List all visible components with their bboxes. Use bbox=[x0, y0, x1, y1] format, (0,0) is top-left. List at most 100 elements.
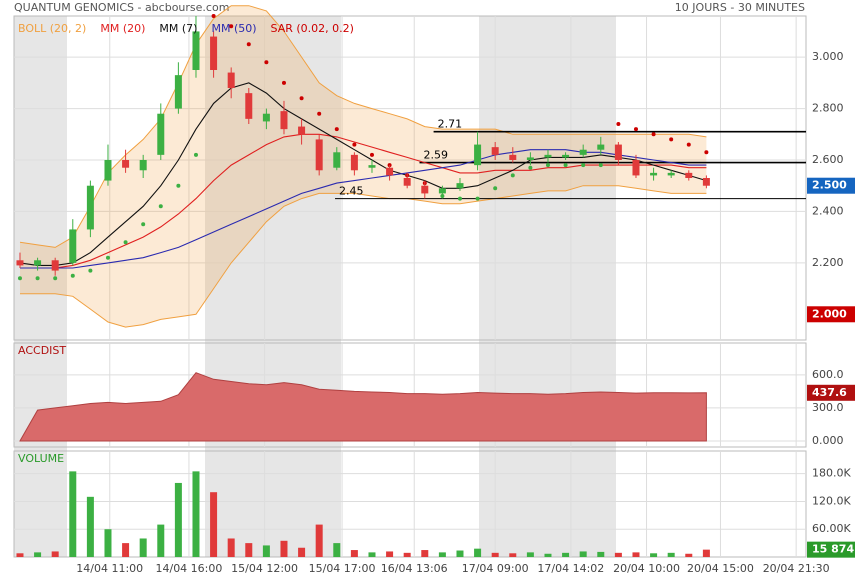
sar-dot bbox=[475, 196, 480, 201]
candle-body bbox=[350, 154, 358, 171]
sar-dot bbox=[105, 255, 110, 260]
candle-body bbox=[685, 172, 693, 178]
value-box bbox=[807, 306, 855, 323]
sar-dot bbox=[176, 183, 181, 188]
volume-bar bbox=[526, 552, 534, 557]
candle-body bbox=[526, 157, 534, 160]
volume-bar bbox=[650, 553, 658, 557]
candle-body bbox=[122, 160, 130, 168]
sar-dot bbox=[53, 276, 58, 281]
volume-bar bbox=[614, 552, 622, 557]
panel-title: VOLUME bbox=[18, 452, 64, 465]
candle-body bbox=[262, 113, 270, 122]
bollinger-fill bbox=[20, 5, 707, 328]
candle-body bbox=[562, 154, 570, 158]
volume-bar bbox=[69, 471, 77, 557]
x-tick-label: 20/04 10:00 bbox=[613, 562, 680, 575]
sar-dot bbox=[651, 132, 656, 137]
x-tick-label: 20/04 15:00 bbox=[687, 562, 754, 575]
x-tick-label: 14/04 11:00 bbox=[76, 562, 143, 575]
candle-body bbox=[421, 185, 429, 194]
candle-body bbox=[368, 165, 376, 168]
volume-bar bbox=[632, 552, 640, 557]
volume-bar bbox=[685, 553, 693, 557]
bollinger-line bbox=[19, 5, 707, 248]
volume-bar bbox=[192, 471, 200, 557]
candle-body bbox=[51, 260, 59, 271]
candle-body bbox=[174, 75, 182, 109]
y-tick-label: 300.0 bbox=[812, 401, 844, 414]
candle-body bbox=[544, 154, 552, 158]
sar-dot bbox=[317, 111, 322, 116]
candle-body bbox=[298, 126, 306, 135]
volume-bar bbox=[280, 540, 288, 557]
sar-dot bbox=[264, 60, 269, 65]
volume-bar bbox=[579, 551, 587, 557]
candle-body bbox=[157, 113, 165, 155]
volume-bar bbox=[456, 550, 464, 557]
sar-dot bbox=[457, 196, 462, 201]
y-tick-label: 180.0K bbox=[812, 467, 851, 480]
candle-body bbox=[69, 229, 77, 263]
moving-average bbox=[20, 133, 707, 269]
volume-bar bbox=[210, 492, 218, 557]
candle-body bbox=[16, 260, 24, 266]
volume-bar bbox=[597, 551, 605, 557]
chart-subtitle: 10 JOURS - 30 MINUTES bbox=[675, 1, 805, 14]
candle-body bbox=[315, 139, 323, 171]
candle-body bbox=[438, 188, 446, 194]
moving-average bbox=[20, 149, 707, 269]
candle-body bbox=[280, 111, 288, 130]
sar-dot bbox=[123, 240, 128, 245]
sar-dot bbox=[633, 127, 638, 132]
candle-body bbox=[245, 93, 253, 119]
volume-bar bbox=[544, 553, 552, 557]
value-box-label: 15 874 bbox=[812, 543, 854, 556]
volume-bar bbox=[421, 550, 429, 557]
x-tick-label: 15/04 12:00 bbox=[231, 562, 298, 575]
sar-dot bbox=[598, 163, 603, 168]
volume-bar bbox=[139, 538, 147, 557]
volume-bar bbox=[403, 552, 411, 557]
y-tick-label: 0.000 bbox=[812, 434, 844, 447]
candle-body bbox=[333, 152, 341, 168]
sar-dot bbox=[669, 137, 674, 142]
candle-body bbox=[192, 31, 200, 70]
volume-bar bbox=[86, 496, 94, 557]
volume-bar bbox=[333, 543, 341, 557]
chart-title: QUANTUM GENOMICS - abcbourse.com bbox=[14, 1, 229, 14]
sar-dot bbox=[35, 276, 40, 281]
sar-dot bbox=[246, 42, 251, 47]
volume-bar bbox=[667, 552, 675, 557]
candle-body bbox=[139, 160, 147, 171]
candle-body bbox=[491, 147, 499, 155]
candle-body bbox=[702, 178, 710, 186]
sar-dot bbox=[334, 127, 339, 132]
candle-body bbox=[34, 260, 42, 266]
volume-bar bbox=[562, 552, 570, 557]
volume-bar bbox=[34, 552, 42, 557]
sar-dot bbox=[510, 173, 515, 178]
candle-body bbox=[386, 167, 394, 176]
candle-body bbox=[474, 144, 482, 166]
bollinger-line bbox=[20, 185, 707, 328]
sar-dot bbox=[352, 142, 357, 147]
x-tick-label: 20/04 21:30 bbox=[763, 562, 830, 575]
legend-entry: MM (7) bbox=[159, 22, 197, 35]
candle-body bbox=[403, 178, 411, 186]
candle-body bbox=[456, 183, 464, 189]
area bbox=[19, 372, 707, 442]
sar-dot bbox=[141, 222, 146, 227]
legend-entry: MM (50) bbox=[211, 22, 256, 35]
volume-bar bbox=[157, 524, 165, 557]
value-box-label: 2.000 bbox=[812, 307, 847, 320]
value-box-label: 2.500 bbox=[812, 179, 847, 192]
volume-bar bbox=[491, 552, 499, 557]
sar-dot bbox=[686, 142, 691, 147]
candle-body bbox=[614, 144, 622, 160]
x-tick-label: 16/04 13:06 bbox=[381, 562, 448, 575]
moving-average bbox=[19, 82, 707, 266]
candle-body bbox=[650, 172, 658, 176]
candle-body bbox=[104, 160, 112, 181]
